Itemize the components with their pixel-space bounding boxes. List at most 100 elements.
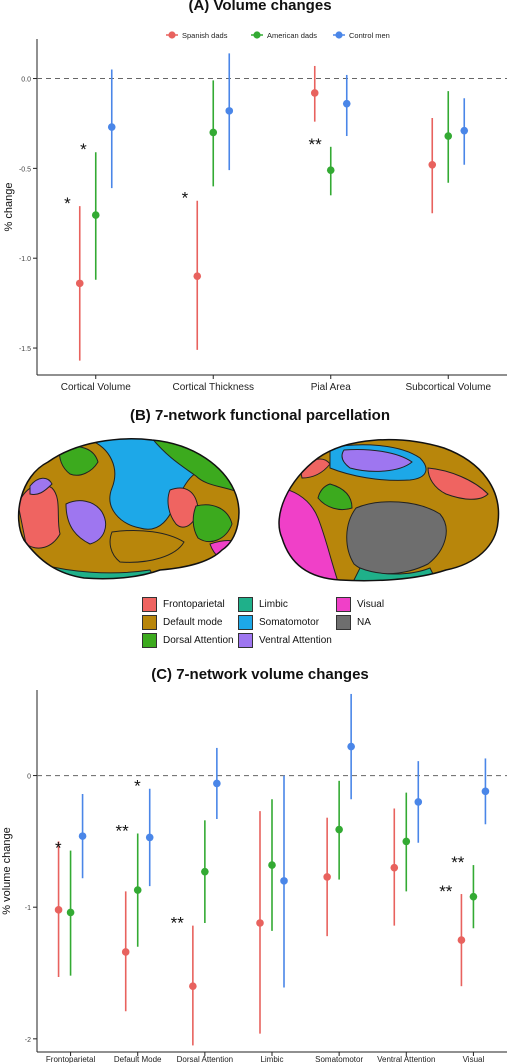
brain-parcellation-illustration xyxy=(17,438,500,582)
legend-key xyxy=(335,31,343,39)
data-point xyxy=(444,132,453,140)
data-point xyxy=(390,863,399,872)
significance-marker: * xyxy=(134,777,141,796)
legend-swatch xyxy=(238,596,253,612)
data-point xyxy=(91,211,100,219)
data-point xyxy=(347,742,355,751)
x-tick-label: Visual xyxy=(463,1055,485,1063)
legend-item-visual: Visual xyxy=(336,596,384,612)
parcellation-legend: Frontoparietal Default mode Dorsal Attenti… xyxy=(142,596,402,648)
data-point xyxy=(256,919,264,927)
data-point xyxy=(213,779,221,788)
legend-label: Limbic xyxy=(259,598,288,610)
data-point xyxy=(66,908,75,917)
data-point xyxy=(460,126,469,135)
panel-c-title: (C) 7-network volume changes xyxy=(151,666,369,683)
y-tick-label: -1 xyxy=(25,905,31,912)
data-point xyxy=(193,272,202,280)
legend-item-ventral-attention: Ventral Attention xyxy=(238,632,332,648)
y-tick-label: -1.0 xyxy=(19,256,31,263)
significance-marker: * xyxy=(80,140,87,159)
significance-marker: * xyxy=(64,194,71,213)
data-point xyxy=(457,936,466,944)
data-point xyxy=(323,873,331,881)
legend-item-frontoparietal: Frontoparietal xyxy=(142,596,225,612)
data-point xyxy=(75,279,84,288)
data-point xyxy=(481,787,490,796)
legend-label: Somatomotor xyxy=(259,616,320,628)
x-tick-label: Ventral Attention xyxy=(377,1055,435,1063)
significance-marker: ** xyxy=(451,853,465,872)
data-point xyxy=(225,107,234,115)
panel-b-title: (B) 7-network functional parcellation xyxy=(129,407,391,424)
legend-label: Spanish dads xyxy=(182,31,228,40)
x-tick-label: Dorsal Attention xyxy=(177,1055,233,1063)
legend-label: Default mode xyxy=(163,616,223,628)
lateral-brain-view xyxy=(18,438,239,579)
data-point xyxy=(121,948,130,956)
significance-marker: * xyxy=(182,189,189,208)
panel-a-title: (A) Volume changes xyxy=(188,0,332,14)
x-tick-label: Frontoparietal xyxy=(46,1055,96,1063)
legend-item-default-mode: Default mode xyxy=(142,614,222,630)
data-point xyxy=(428,160,437,169)
y-tick-label: 0 xyxy=(27,774,31,781)
legend-swatch xyxy=(142,614,157,630)
data-point xyxy=(469,892,478,901)
legend-label: American dads xyxy=(267,31,317,40)
volume-changes-chart: 0.0 -0.5 -1.0 -1.5 % change Cortical Volume Co… xyxy=(3,31,507,393)
data-point xyxy=(78,832,87,840)
x-tick-label: Subcortical Volume xyxy=(405,382,491,393)
significance-marker: ** xyxy=(115,821,129,840)
x-tick-label: Cortical Volume xyxy=(61,382,131,393)
x-tick-label: Limbic xyxy=(260,1055,283,1063)
significance-marker: ** xyxy=(309,135,323,154)
legend-label: Ventral Attention xyxy=(259,634,332,646)
y-tick-label: 0.0 xyxy=(21,77,31,84)
legend-key xyxy=(253,31,261,39)
data-point xyxy=(189,982,197,990)
medial-brain-view xyxy=(279,439,499,581)
legend-swatch xyxy=(142,632,157,648)
legend-label: Frontoparietal xyxy=(163,598,225,610)
data-point xyxy=(145,833,154,842)
legend-swatch xyxy=(238,614,253,630)
data-point xyxy=(107,123,116,131)
significance-marker: ** xyxy=(439,882,453,901)
data-point xyxy=(201,867,209,876)
data-point xyxy=(402,837,411,846)
x-tick-label: Somatomotor xyxy=(315,1055,363,1063)
network-volume-changes-chart: 0 -1 -2 % volume change Frontoparietal Defaul… xyxy=(1,690,507,1063)
x-tick-label: Default Mode xyxy=(114,1055,162,1063)
data-point xyxy=(133,886,142,894)
legend-swatch xyxy=(238,632,253,648)
data-point xyxy=(268,861,276,869)
y-tick-label: -0.5 xyxy=(19,166,31,173)
data-point xyxy=(280,877,288,885)
legend-swatch xyxy=(336,614,351,630)
legend-key xyxy=(168,31,176,39)
y-tick-label: -1.5 xyxy=(19,346,31,353)
x-tick-label: Pial Area xyxy=(311,382,351,393)
y-tick-label: -2 xyxy=(25,1037,31,1044)
legend-item-na: NA xyxy=(336,614,371,630)
data-point xyxy=(310,89,319,97)
data-point xyxy=(54,906,63,914)
legend-item-somatomotor: Somatomotor xyxy=(238,614,319,630)
legend-label: Control men xyxy=(349,31,390,40)
legend-label: NA xyxy=(357,616,371,628)
data-point xyxy=(414,798,423,806)
legend-swatch xyxy=(142,596,157,612)
legend-item-dorsal-attention: Dorsal Attention xyxy=(142,632,234,648)
data-point xyxy=(342,99,351,108)
legend-swatch xyxy=(336,596,351,612)
y-axis-label: % volume change xyxy=(1,827,13,914)
significance-marker: ** xyxy=(171,914,185,933)
legend-label: Dorsal Attention xyxy=(163,634,234,646)
significance-marker: * xyxy=(55,839,62,858)
data-point xyxy=(335,825,343,834)
legend-item-limbic: Limbic xyxy=(238,596,288,612)
y-axis-label: % change xyxy=(3,183,15,232)
x-tick-label: Cortical Thickness xyxy=(172,382,254,393)
legend-label: Visual xyxy=(357,598,385,610)
